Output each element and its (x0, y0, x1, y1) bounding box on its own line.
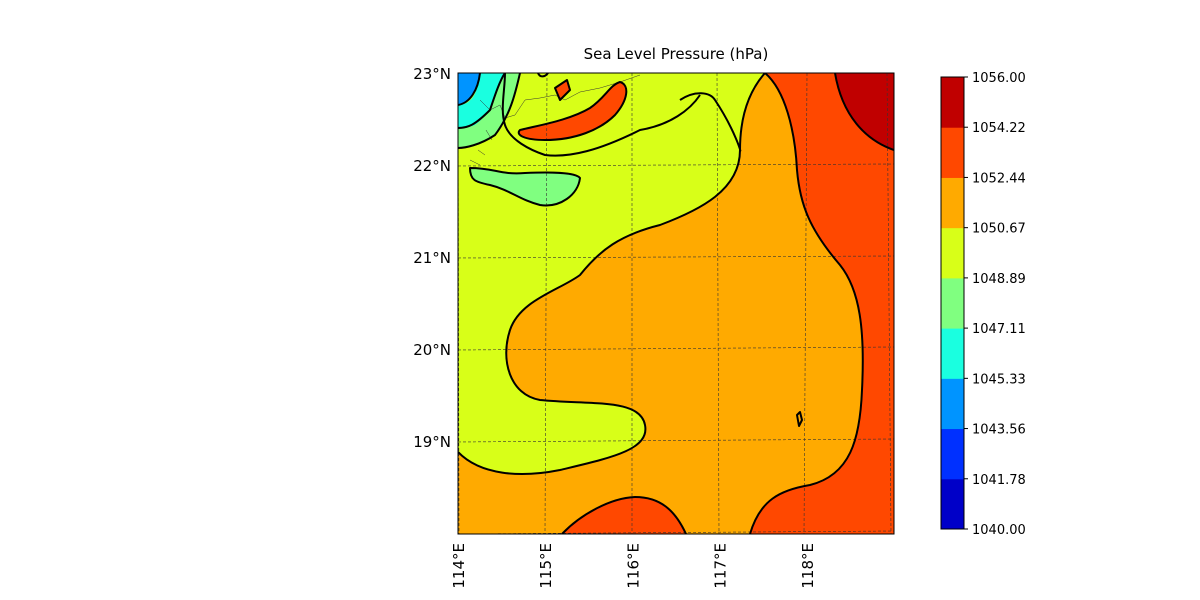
colorbar-swatch (941, 177, 964, 229)
fill-cyan-nw (458, 73, 505, 128)
plot-frame (457, 72, 895, 535)
colorbar-swatch (941, 77, 964, 128)
colorbar-label: 1040.00 (972, 523, 1026, 538)
map-panel (458, 73, 894, 534)
colorbar-label: 1047.11 (972, 322, 1026, 337)
y-tick-label: 20°N (413, 341, 451, 359)
x-tick-label: 115°E (537, 543, 555, 589)
y-tick-label: 21°N (413, 249, 451, 267)
y-tick-label: 22°N (413, 157, 451, 175)
colorbar-label: 1045.33 (972, 372, 1026, 387)
colorbar-label: 1048.89 (972, 272, 1026, 287)
colorbar-swatch (941, 328, 964, 379)
colorbar-label: 1050.67 (972, 222, 1026, 237)
fill-blue-nw (458, 73, 480, 105)
colorbar-swatch (941, 127, 964, 178)
colorbar-label: 1043.56 (972, 423, 1026, 438)
y-tick-label: 23°N (413, 65, 451, 83)
x-axis-ticks: 114°E 115°E 116°E 117°E 118°E (450, 543, 817, 589)
fill-red-right (750, 73, 894, 534)
contour-lines (458, 73, 894, 534)
colorbar: 1040.00 1041.78 1043.56 1045.33 1047.11 1048.… (940, 71, 1026, 538)
colorbar-swatch (941, 478, 964, 530)
colorbar-label: 1052.44 (972, 171, 1026, 186)
fill-red-coast (518, 82, 627, 140)
x-tick-label: 118°E (799, 543, 817, 589)
colorbar-swatch (941, 428, 964, 480)
colorbar-swatch (941, 378, 964, 430)
chart-title: Sea Level Pressure (hPa) (584, 45, 769, 63)
x-tick-label: 114°E (450, 543, 468, 589)
colorbar-label: 1041.78 (972, 473, 1026, 488)
coastline (469, 74, 641, 166)
colorbar-swatch (941, 227, 964, 279)
y-tick-label: 19°N (413, 433, 451, 451)
y-axis-ticks: 23°N 22°N 21°N 20°N 19°N (413, 65, 451, 451)
colorbar-swatch (941, 277, 964, 329)
x-tick-label: 117°E (712, 543, 730, 589)
colorbar-label: 1054.22 (972, 121, 1026, 136)
colorbar-label: 1056.00 (972, 71, 1026, 86)
fill-red-bottom (562, 497, 686, 534)
colorbar-frame (940, 76, 965, 530)
x-tick-label: 116°E (624, 543, 642, 589)
fill-green-patch (470, 168, 580, 206)
fill-darkred-corner (835, 73, 894, 150)
